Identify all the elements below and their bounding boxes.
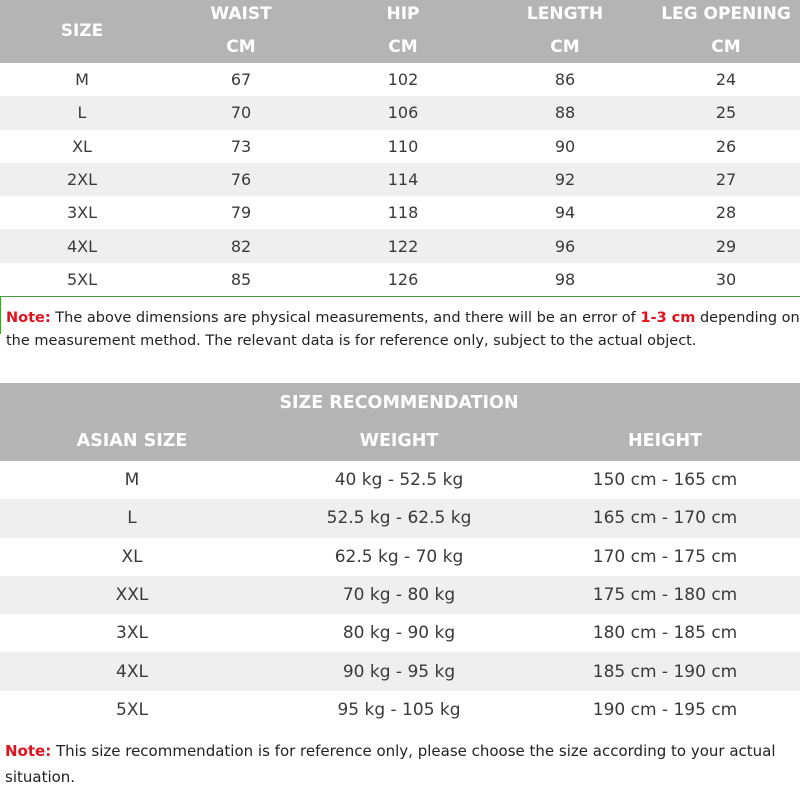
table-cell: 94: [554, 203, 576, 223]
table-cell: 40 kg - 52.5 kg: [334, 470, 464, 491]
table-row: L 52.5 kg - 62.5 kg 165 cm - 170 cm: [0, 499, 800, 538]
table-row: 4XL 90 kg - 95 kg 185 cm - 190 cm: [0, 652, 800, 691]
header-hip-unit: CM: [388, 37, 418, 57]
size-recommendation-table: SIZE RECOMMENDATION ASIAN SIZE WEIGHT HE…: [0, 383, 800, 729]
table-cell: XL: [121, 546, 143, 567]
table-cell: 4XL: [116, 661, 148, 682]
table-cell: 106: [387, 103, 419, 123]
table-row: 5XL 85 126 98 30: [0, 263, 800, 296]
table-cell: XXL: [115, 585, 149, 606]
measurement-note: Note: The above dimensions are physical …: [0, 296, 800, 349]
table-cell: M: [124, 470, 140, 491]
table-cell: 114: [387, 170, 419, 190]
table-cell: 27: [715, 170, 737, 190]
table-cell: 70 kg - 80 kg: [342, 585, 456, 606]
note-highlight: 1-3 cm: [640, 310, 696, 326]
table-cell: 67: [230, 70, 252, 90]
table-cell: 88: [554, 103, 576, 123]
table-cell: 150 cm - 165 cm: [592, 470, 738, 491]
table-cell: 70: [230, 103, 252, 123]
table-cell: 170 cm - 175 cm: [592, 546, 738, 567]
header-waist: WAIST: [210, 4, 272, 24]
table-row: L 70 106 88 25: [0, 96, 800, 130]
table-cell: 122: [387, 236, 419, 256]
table-cell: 102: [387, 70, 419, 90]
table-cell: 86: [554, 70, 576, 90]
table-row: XL 62.5 kg - 70 kg 170 cm - 175 cm: [0, 538, 800, 576]
header-leg-opening-unit: CM: [711, 37, 741, 57]
table-cell: 28: [715, 203, 737, 223]
table-cell: 5XL: [116, 699, 148, 720]
header-weight: WEIGHT: [359, 431, 439, 451]
table-cell: 118: [387, 203, 419, 223]
note-text-continued: depending on the measurement method. The…: [6, 310, 800, 349]
table-cell: 30: [715, 269, 737, 289]
table-cell: 126: [387, 269, 419, 289]
header-leg-opening: LEG OPENING: [661, 4, 791, 24]
table-cell: 95 kg - 105 kg: [337, 699, 461, 720]
header-length: LENGTH: [526, 4, 604, 24]
table-cell: M: [75, 70, 89, 90]
note2-label: Note:: [5, 742, 52, 760]
header-height: HEIGHT: [627, 431, 703, 451]
header-length-unit: CM: [550, 37, 580, 57]
header-asian-size: ASIAN SIZE: [76, 431, 188, 451]
table-row: XXL 70 kg - 80 kg 175 cm - 180 cm: [0, 575, 800, 615]
table-cell: 110: [387, 136, 419, 156]
recommendation-note: Note: This size recommendation is for re…: [5, 738, 800, 790]
table-cell: 3XL: [116, 623, 148, 644]
note-text: The above dimensions are physical measur…: [50, 310, 641, 326]
table-row: 2XL 76 114 92 27: [0, 162, 800, 197]
table-cell: 76: [230, 170, 252, 190]
table-cell: 90 kg - 95 kg: [342, 661, 456, 682]
table-cell: 3XL: [66, 203, 98, 223]
table-row: XL 73 110 90 26: [0, 130, 800, 163]
table-cell: 2XL: [66, 170, 98, 190]
table-cell: 29: [715, 236, 737, 256]
table-cell: 52.5 kg - 62.5 kg: [326, 508, 472, 529]
table-cell: L: [77, 103, 87, 123]
header-waist-unit: CM: [226, 37, 256, 57]
measurement-table: SIZE WAIST CM HIP CM LENGTH CM LEG OPENI…: [0, 0, 800, 296]
table-row: M 67 102 86 24: [0, 63, 800, 96]
table-row: 5XL 95 kg - 105 kg 190 cm - 195 cm: [0, 691, 800, 729]
table-cell: 96: [554, 236, 576, 256]
table-cell: 79: [230, 203, 252, 223]
table-cell: 98: [554, 269, 576, 289]
table-row: 4XL 82 122 96 29: [0, 229, 800, 263]
table-cell: 80 kg - 90 kg: [342, 623, 456, 644]
table-row: 3XL 79 118 94 28: [0, 196, 800, 229]
table-cell: 5XL: [66, 269, 98, 289]
note-label: Note:: [6, 310, 51, 326]
recommendation-table-header: SIZE RECOMMENDATION ASIAN SIZE WEIGHT HE…: [0, 383, 800, 461]
header-size: SIZE: [60, 21, 104, 41]
table-cell: 90: [554, 136, 576, 156]
table-cell: 190 cm - 195 cm: [592, 699, 738, 720]
header-hip: HIP: [386, 4, 420, 24]
table-cell: L: [127, 508, 137, 529]
table-cell: 73: [230, 136, 252, 156]
table-row: M 40 kg - 52.5 kg 150 cm - 165 cm: [0, 461, 800, 499]
table-cell: 92: [554, 170, 576, 190]
table-cell: 185 cm - 190 cm: [592, 661, 738, 682]
measurement-table-header: SIZE WAIST CM HIP CM LENGTH CM LEG OPENI…: [0, 0, 800, 63]
table-cell: 165 cm - 170 cm: [592, 508, 738, 529]
table-cell: 85: [230, 269, 252, 289]
table-cell: 180 cm - 185 cm: [592, 623, 738, 644]
table-cell: 82: [230, 236, 252, 256]
table-cell: XL: [72, 136, 92, 156]
table-cell: 26: [715, 136, 737, 156]
table-row: 3XL 80 kg - 90 kg 180 cm - 185 cm: [0, 614, 800, 652]
table-cell: 25: [715, 103, 737, 123]
table-cell: 62.5 kg - 70 kg: [334, 546, 464, 567]
note2-text: This size recommendation is for referenc…: [5, 742, 776, 786]
recommendation-title: SIZE RECOMMENDATION: [279, 393, 519, 413]
table-cell: 24: [715, 70, 737, 90]
table-cell: 4XL: [66, 236, 98, 256]
table-cell: 175 cm - 180 cm: [592, 585, 738, 606]
